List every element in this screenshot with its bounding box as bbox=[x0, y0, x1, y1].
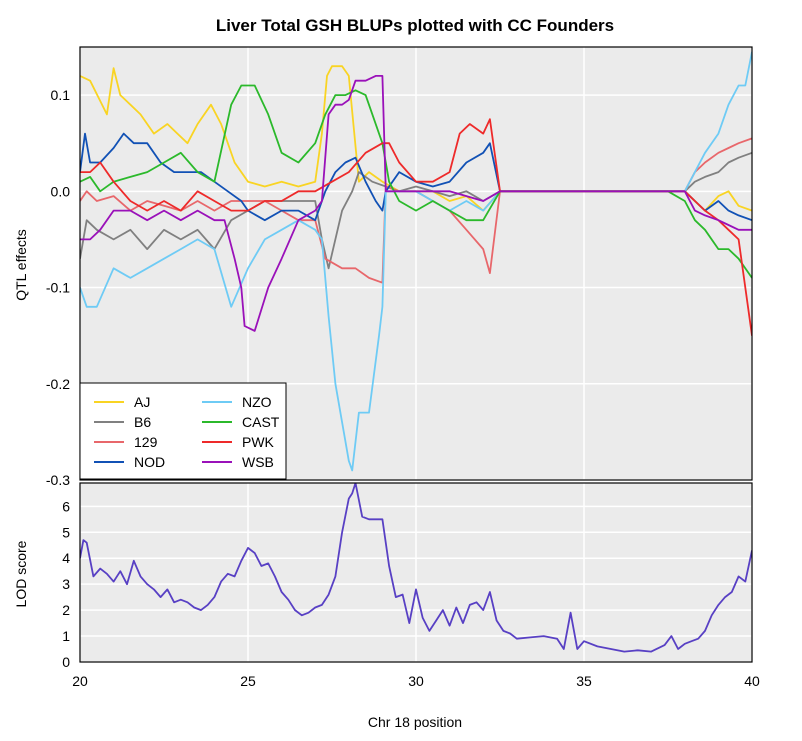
lod-y-tick-label: 5 bbox=[62, 524, 70, 540]
qtl-y-tick-label: 0.0 bbox=[51, 183, 71, 199]
legend-label-129: 129 bbox=[134, 434, 158, 450]
x-axis-title: Chr 18 position bbox=[368, 714, 462, 730]
x-tick-label: 40 bbox=[744, 673, 760, 689]
legend-label-nzo: NZO bbox=[242, 394, 272, 410]
qtl-plot-border bbox=[79, 46, 753, 481]
x-tick-label: 30 bbox=[408, 673, 424, 689]
lod-series-group bbox=[80, 483, 752, 653]
lod-score-panel: 0 1 2 3 4 5 6 20 25 30 35 40 bbox=[62, 482, 760, 689]
lod-line bbox=[80, 483, 752, 653]
lod-y-tick-label: 6 bbox=[62, 498, 70, 514]
lod-y-tick-label: 0 bbox=[62, 654, 70, 670]
legend: AJ B6 129 NOD NZO CAST PWK WSB bbox=[79, 382, 287, 480]
lod-y-tick-label: 2 bbox=[62, 602, 70, 618]
qtl-y-tick-label: 0.1 bbox=[51, 87, 71, 103]
legend-label-wsb: WSB bbox=[242, 454, 274, 470]
lod-score-axis-title: LOD score bbox=[13, 540, 29, 607]
series-line-wsb bbox=[80, 75, 752, 332]
qtl-series-group bbox=[80, 51, 752, 472]
qtl-effects-axis-title: QTL effects bbox=[13, 229, 29, 301]
x-tick-label: 35 bbox=[576, 673, 592, 689]
x-tick-label: 20 bbox=[72, 673, 88, 689]
qtl-effects-panel: -0.3 -0.2 -0.1 0.0 0.1 AJ B6 129 NOD NZO CAST PWK WS… bbox=[46, 46, 753, 488]
legend-label-aj: AJ bbox=[134, 394, 150, 410]
qtl-y-tick-label: -0.2 bbox=[46, 376, 70, 392]
qtl-y-tick-label: -0.1 bbox=[46, 280, 70, 296]
chart-title: Liver Total GSH BLUPs plotted with CC Fo… bbox=[216, 16, 614, 35]
series-line-cast bbox=[80, 84, 752, 279]
qtl-y-tick-label: -0.3 bbox=[46, 472, 70, 488]
lod-y-tick-label: 4 bbox=[62, 550, 70, 566]
legend-label-b6: B6 bbox=[134, 414, 151, 430]
x-tick-label: 25 bbox=[240, 673, 256, 689]
legend-label-nod: NOD bbox=[134, 454, 165, 470]
lod-plot-border bbox=[79, 482, 753, 663]
legend-label-pwk: PWK bbox=[242, 434, 275, 450]
series-line-nzo bbox=[80, 51, 752, 472]
lod-y-tick-label: 1 bbox=[62, 628, 70, 644]
lod-y-tick-label: 3 bbox=[62, 576, 70, 592]
legend-label-cast: CAST bbox=[242, 414, 280, 430]
